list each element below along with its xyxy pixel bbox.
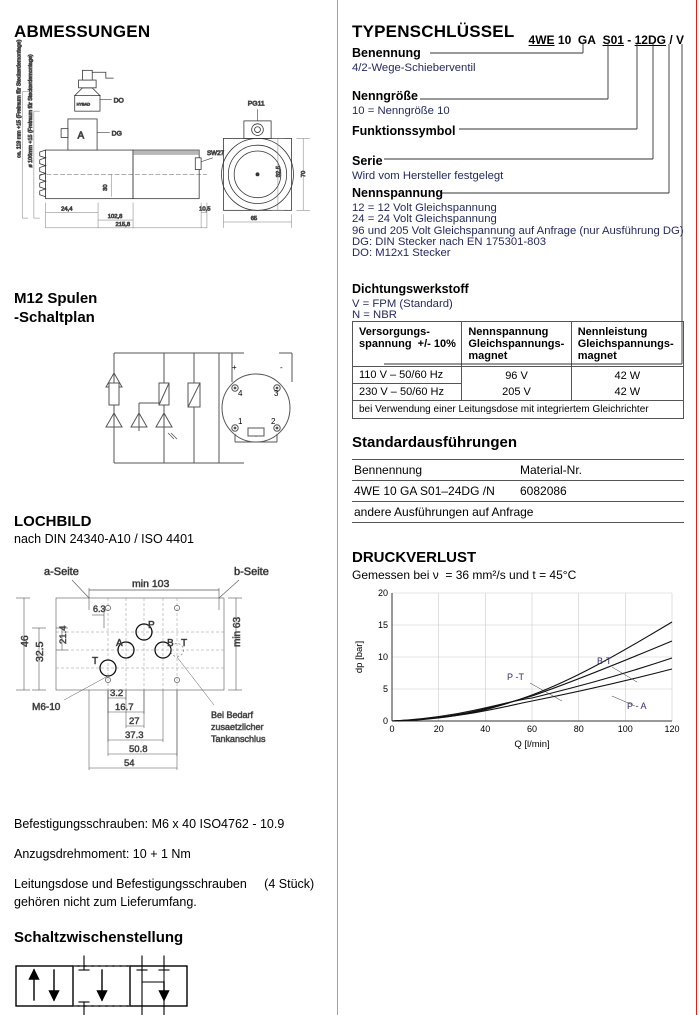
svg-text:Bei Bedarf: Bei Bedarf (211, 710, 254, 720)
svg-text:B: B (167, 638, 174, 649)
svg-text:46: 46 (19, 635, 31, 647)
svg-text:0: 0 (389, 724, 394, 734)
svg-text:54: 54 (124, 758, 135, 769)
svg-text:A: A (78, 130, 85, 141)
svg-text:20: 20 (434, 724, 444, 734)
svg-text:3.2: 3.2 (110, 688, 123, 699)
svg-text:50.8: 50.8 (129, 744, 148, 755)
svg-text:PG11: PG11 (248, 100, 265, 107)
svg-text:T: T (181, 638, 187, 649)
svg-text:16.7: 16.7 (115, 702, 134, 713)
svg-text:15: 15 (378, 620, 388, 630)
svg-text:80: 80 (574, 724, 584, 734)
svg-text:DO: DO (114, 97, 124, 104)
svg-text:100: 100 (618, 724, 633, 734)
svg-text:32.5: 32.5 (34, 641, 46, 662)
svg-text:30: 30 (103, 184, 109, 191)
svg-text:2: 2 (271, 417, 276, 426)
svg-text:b-Seite: b-Seite (234, 566, 269, 578)
svg-text:Q [l/min]: Q [l/min] (514, 739, 549, 750)
svg-text:10: 10 (378, 652, 388, 662)
svg-text:10,5: 10,5 (199, 206, 210, 212)
svg-text:SW27: SW27 (207, 150, 225, 157)
svg-text:32,5: 32,5 (276, 166, 282, 177)
svg-text:0: 0 (383, 716, 388, 726)
svg-text:70: 70 (301, 170, 307, 177)
svg-text:5: 5 (383, 684, 388, 694)
svg-text:102,8: 102,8 (108, 214, 123, 220)
svg-text:27: 27 (129, 716, 140, 727)
svg-text:M6-10: M6-10 (32, 702, 61, 713)
svg-text:A: A (116, 638, 123, 649)
svg-text:3: 3 (274, 389, 279, 398)
svg-text:T: T (92, 656, 98, 667)
svg-text:ca. 119 mm +15 (Freiraum für S: ca. 119 mm +15 (Freiraum für Steckerdemo… (16, 39, 22, 157)
svg-text:Tankanschlus: Tankanschlus (211, 734, 266, 744)
svg-text:DG: DG (112, 130, 122, 137)
svg-text:P: P (148, 620, 155, 631)
svg-text:1: 1 (238, 417, 243, 426)
svg-text:40: 40 (480, 724, 490, 734)
svg-text:dp [bar]: dp [bar] (354, 641, 365, 673)
svg-text:37.3: 37.3 (125, 730, 144, 741)
svg-text:min 63: min 63 (232, 616, 243, 646)
svg-text:P -T: P -T (507, 672, 525, 682)
svg-text:6.3: 6.3 (93, 604, 106, 614)
svg-text:21.4: 21.4 (58, 625, 69, 644)
svg-text:min 103: min 103 (132, 578, 170, 590)
svg-text:P - A: P - A (627, 701, 647, 711)
svg-text:ø 106mm +15 (Freiraum für Stec: ø 106mm +15 (Freiraum für Steckerdemonta… (28, 54, 34, 167)
svg-text:HYBAD: HYBAD (77, 101, 91, 106)
svg-text:215,8: 215,8 (116, 222, 131, 228)
svg-text:-: - (280, 363, 283, 372)
svg-text:B-T: B-T (597, 656, 612, 666)
svg-text:zusaetzlicher: zusaetzlicher (211, 722, 264, 732)
svg-text:65: 65 (251, 216, 257, 222)
svg-text:120: 120 (664, 724, 679, 734)
svg-text:a-Seite: a-Seite (44, 566, 79, 578)
svg-text:60: 60 (527, 724, 537, 734)
svg-text:+: + (232, 363, 237, 372)
svg-text:20: 20 (378, 588, 388, 598)
svg-text:4: 4 (238, 389, 243, 398)
svg-text:24,4: 24,4 (61, 206, 73, 212)
